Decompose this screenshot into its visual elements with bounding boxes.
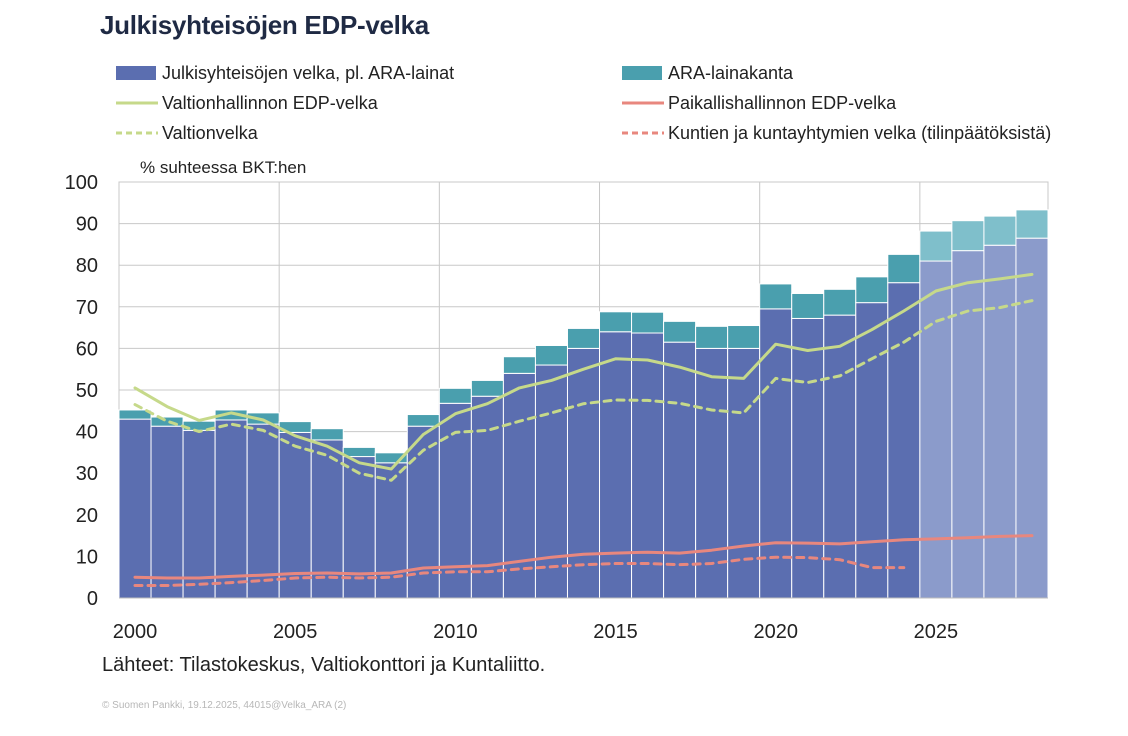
bar-ara	[695, 325, 729, 349]
source-note: Lähteet: Tilastokeskus, Valtiokonttori j…	[102, 654, 546, 676]
bar-ara	[791, 292, 825, 319]
bar-public-debt	[919, 260, 953, 599]
bar-public-debt	[663, 341, 697, 599]
bar-ara	[150, 416, 184, 427]
legend-municipal: Kuntien ja kuntayhtymien velka (tilinpää…	[622, 121, 1051, 145]
y-tick-label: 0	[87, 588, 98, 610]
bar-public-debt	[695, 347, 729, 599]
bar-public-debt	[150, 425, 184, 599]
line-state-debt	[133, 299, 1034, 482]
legend-local-gov: Paikallishallinnon EDP-velka	[622, 91, 896, 115]
bar-ara	[406, 414, 440, 427]
y-tick-label: 80	[76, 255, 98, 277]
legend-label-state-debt: Valtionvelka	[162, 122, 258, 143]
bar-public-debt	[759, 308, 793, 599]
y-tick-label: 50	[76, 380, 98, 402]
bar-ara	[566, 327, 601, 349]
legend-swatch-central-gov	[116, 101, 158, 105]
line-central-gov	[133, 272, 1034, 471]
bar-public-debt	[278, 431, 312, 599]
x-tick-label: 2025	[914, 621, 959, 643]
y-tick-label: 20	[76, 505, 98, 527]
bar-public-debt	[118, 418, 152, 599]
bar-public-debt	[855, 302, 889, 599]
bar-public-debt	[246, 423, 280, 599]
bar-public-debt	[983, 244, 1017, 599]
x-tick-label: 2020	[753, 621, 798, 643]
bar-public-debt	[374, 462, 408, 599]
y-tick-label: 10	[76, 546, 98, 568]
bar-ara	[727, 325, 761, 349]
legend-label-central-gov: Valtionhallinnon EDP-velka	[162, 92, 378, 113]
legend-swatch-public-debt	[116, 66, 156, 80]
y-tick-label: 30	[76, 463, 98, 485]
x-tick-label: 2010	[433, 621, 478, 643]
legend-ara: ARA-lainakanta	[622, 61, 793, 85]
bar-public-debt	[214, 419, 248, 599]
bar-public-debt	[887, 282, 921, 599]
bar-ara	[1015, 209, 1049, 239]
bar-ara	[470, 379, 504, 397]
bar-ara	[759, 283, 793, 310]
legend-label-local-gov: Paikallishallinnon EDP-velka	[668, 92, 897, 113]
bar-ara	[855, 276, 889, 304]
y-tick-label: 60	[76, 338, 98, 360]
bar-public-debt	[182, 429, 216, 599]
y-tick-label: 70	[76, 297, 98, 319]
legend-swatch-state-debt	[116, 131, 158, 135]
bar-public-debt	[470, 395, 504, 599]
bar-ara	[438, 387, 472, 404]
bar-ara	[502, 356, 536, 374]
bar-public-debt	[631, 332, 665, 599]
bar-ara	[663, 320, 697, 343]
legend-label-ara: ARA-lainakanta	[668, 62, 794, 83]
bar-ara	[823, 288, 857, 316]
legend-central-gov: Valtionhallinnon EDP-velka	[116, 91, 378, 115]
bar-ara	[951, 220, 985, 252]
bar-public-debt	[823, 314, 857, 599]
bar-public-debt	[1015, 237, 1049, 599]
bar-ara	[919, 230, 953, 262]
y-tick-label: 40	[76, 422, 98, 444]
y-tick-label: 100	[65, 172, 98, 194]
x-tick-label: 2005	[273, 621, 318, 643]
bar-ara	[310, 428, 344, 441]
bar-ara	[342, 446, 376, 458]
line-local-gov	[133, 534, 1034, 580]
bar-ara	[631, 311, 665, 334]
chart-title: Julkisyhteisöjen EDP-velka	[100, 10, 429, 40]
bar-public-debt	[727, 347, 761, 599]
x-tick-label: 2000	[113, 621, 158, 643]
legend-public-debt: Julkisyhteisöjen velka, pl. ARA-lainat	[116, 61, 454, 85]
bar-public-debt	[534, 364, 568, 599]
line-municipal	[133, 555, 906, 587]
bar-public-debt	[599, 331, 633, 599]
legend-state-debt: Valtionvelka	[116, 121, 258, 145]
legend-swatch-ara	[622, 66, 662, 80]
bar-ara	[534, 344, 568, 366]
bar-public-debt	[791, 317, 825, 599]
legend-label-municipal: Kuntien ja kuntayhtymien velka (tilinpää…	[668, 122, 1052, 143]
bar-ara	[887, 253, 921, 284]
legend-label-public-debt: Julkisyhteisöjen velka, pl. ARA-lainat	[162, 62, 455, 83]
bar-ara	[983, 215, 1017, 246]
x-tick-label: 2015	[593, 621, 638, 643]
legend-swatch-local-gov	[622, 101, 664, 105]
legend-swatch-municipal	[622, 131, 664, 135]
bar-public-debt	[566, 347, 601, 599]
y-tick-label: 90	[76, 214, 98, 236]
bar-public-debt	[951, 250, 985, 599]
copyright-note: © Suomen Pankki, 19.12.2025, 44015@Velka…	[102, 700, 347, 711]
bar-ara	[599, 311, 633, 333]
y-axis-label: % suhteessa BKT:hen	[140, 158, 307, 177]
